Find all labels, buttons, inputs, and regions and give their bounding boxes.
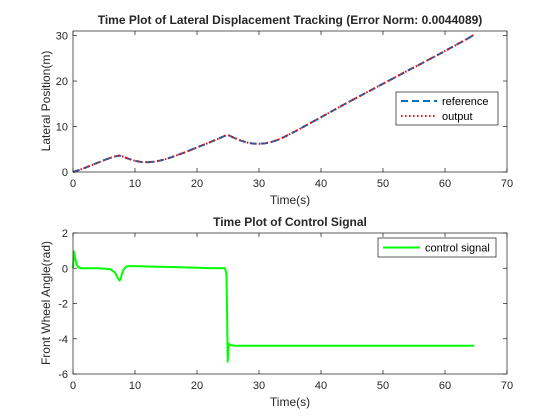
axes-box: [72, 30, 508, 173]
x-tick-label: 10: [129, 380, 141, 392]
legend: reference output: [395, 91, 499, 126]
legend-box: [377, 237, 497, 258]
y-tick-label: 10: [56, 122, 68, 134]
y-tick-label: 0: [62, 263, 68, 275]
y-tick-label: -2: [58, 299, 68, 311]
x-tick-label: 60: [439, 380, 451, 392]
x-tick-label: 20: [191, 380, 203, 392]
y-axis-label: Front Wheel Angle(rad): [39, 241, 53, 365]
axis-ticks: 0 10 20 30 40 50 60 70 -6 -4 -2 0 2: [58, 228, 513, 392]
x-tick-label: 20: [191, 178, 203, 190]
chart-title: Time Plot of Control Signal: [213, 215, 367, 229]
series-line-output: [72, 33, 475, 173]
x-tick-label: 60: [439, 178, 451, 190]
y-tick-label: -4: [58, 334, 68, 346]
axes-box: [72, 232, 508, 375]
x-tick-label: 70: [501, 178, 513, 190]
x-axis-label: Time(s): [270, 395, 310, 409]
x-tick-label: 10: [129, 178, 141, 190]
x-tick-label: 70: [501, 380, 513, 392]
x-axis-label: Time(s): [270, 193, 310, 207]
x-tick-label: 0: [70, 380, 76, 392]
x-tick-label: 40: [315, 380, 327, 392]
x-tick-label: 40: [315, 178, 327, 190]
series-line-control-signal: [72, 250, 475, 363]
plot-lateral-displacement: Time Plot of Lateral Displacement Tracki…: [39, 13, 513, 207]
x-tick-label: 50: [377, 380, 389, 392]
legend-label-output: output: [442, 111, 473, 123]
x-tick-label: 0: [70, 178, 76, 190]
x-tick-label: 50: [377, 178, 389, 190]
axis-ticks: 0 10 20 30 40 50 60 70 0 10 20 30: [56, 31, 513, 190]
y-axis-label: Lateral Position(m): [39, 51, 53, 152]
legend-label-reference: reference: [442, 96, 488, 108]
chart-title: Time Plot of Lateral Displacement Tracki…: [98, 13, 483, 27]
legend-box: [395, 91, 499, 126]
plot-control-signal: Time Plot of Control Signal Time(s) Fron…: [39, 215, 513, 409]
legend-label-control-signal: control signal: [425, 243, 490, 255]
x-tick-label: 30: [253, 178, 265, 190]
x-tick-label: 30: [253, 380, 265, 392]
series-group: [72, 33, 475, 173]
legend: control signal: [377, 237, 497, 258]
y-tick-label: 30: [56, 31, 68, 43]
y-tick-label: 20: [56, 76, 68, 88]
series-group: [72, 250, 475, 363]
y-tick-label: -6: [58, 369, 68, 381]
y-tick-label: 2: [62, 228, 68, 240]
y-tick-label: 0: [62, 167, 68, 179]
